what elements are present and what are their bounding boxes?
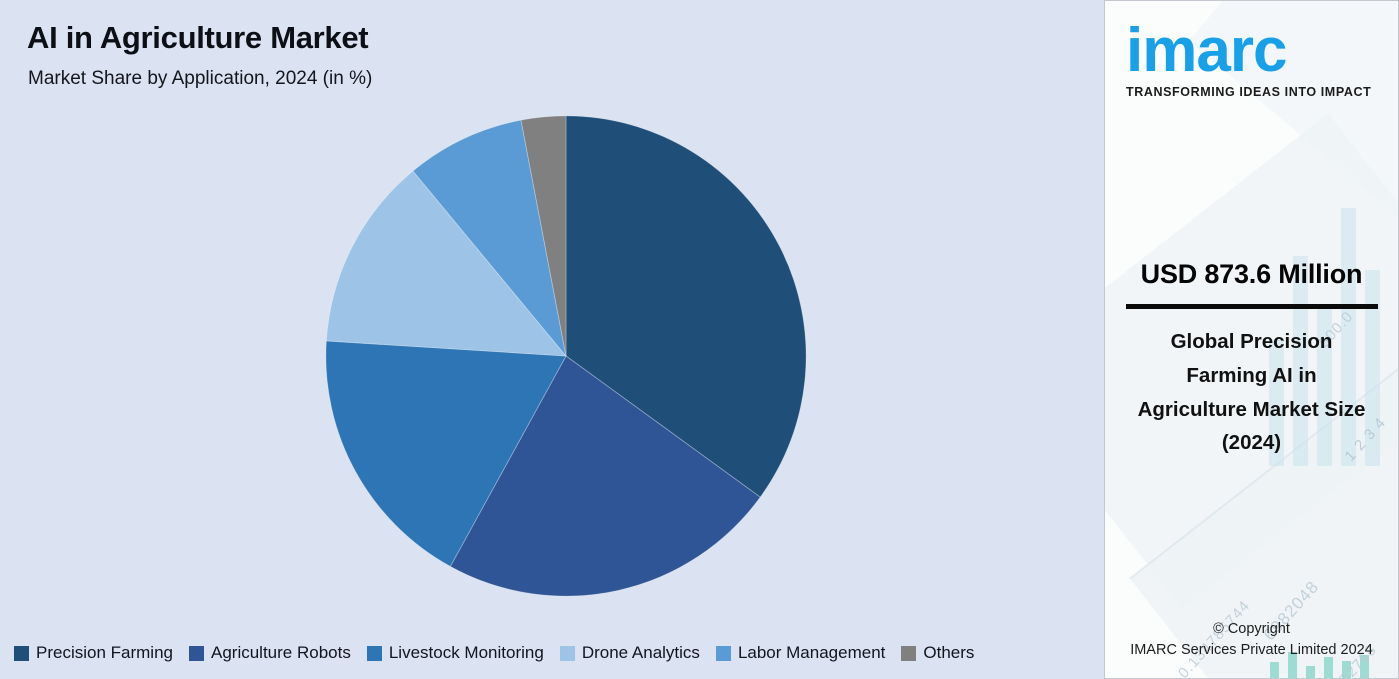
copyright-line2: IMARC Services Private Limited 2024 (1130, 642, 1373, 659)
legend-swatch-icon (366, 645, 382, 661)
pie-slice-drone-analytics (325, 170, 567, 357)
imarc-logo-text: imarc (1126, 16, 1287, 85)
legend-swatch-icon (901, 645, 917, 661)
divider (1125, 304, 1378, 309)
chart-panel: AI in Agriculture Market Market Share by… (0, 0, 1104, 679)
legend-label: Labor Management (737, 643, 886, 662)
imarc-logo: imarc TRANSFORMING IDEAS INTO IMPACT (1126, 9, 1371, 99)
legend-label: Livestock Monitoring (388, 643, 544, 662)
legend-label: Others (923, 643, 975, 662)
page-title: AI in Agriculture Market (27, 20, 369, 55)
pie-slice-livestock-monitoring (325, 340, 567, 567)
legend-label: Precision Farming (36, 643, 173, 662)
legend-item-livestock-monitoring: Livestock Monitoring (366, 643, 544, 663)
legend-swatch-icon (715, 645, 731, 661)
legend-swatch-icon (559, 645, 575, 661)
chart-legend: Precision Farming Agriculture Robots Liv… (14, 643, 974, 663)
pie-slice-labor-management (412, 119, 567, 357)
market-size-block: USD 873.6 Million Global Precision Farmi… (1105, 259, 1398, 460)
logo-tagline: TRANSFORMING IDEAS INTO IMPACT (1126, 84, 1372, 99)
legend-label: Drone Analytics (581, 643, 700, 662)
copyright: © Copyright IMARC Services Private Limit… (1105, 619, 1398, 663)
market-size-year: (2024) (1221, 431, 1282, 455)
legend-item-others: Others (901, 643, 974, 663)
legend-item-agriculture-robots: Agriculture Robots (189, 643, 351, 663)
pie-chart-container (321, 111, 811, 601)
copyright-line1: © Copyright (1213, 620, 1290, 637)
pie-slice-agriculture-robots (449, 355, 761, 597)
market-size-value: USD 873.6 Million (1140, 259, 1363, 289)
legend-item-precision-farming: Precision Farming (14, 643, 173, 663)
pie-chart (325, 115, 807, 597)
pie-slice-others (520, 115, 567, 357)
legend-swatch-icon (14, 645, 29, 661)
legend-swatch-icon (189, 645, 204, 661)
chart-subtitle: Market Share by Application, 2024 (in %) (28, 68, 373, 89)
legend-item-labor-management: Labor Management (715, 643, 886, 663)
brand-panel: 6982048 0.134785744 72768 500.0 1 2 3 4 … (1104, 0, 1399, 679)
market-size-label: Global Precision Farming AI in Agricultu… (1137, 330, 1366, 421)
pie-slice-precision-farming (565, 115, 807, 498)
legend-item-drone-analytics: Drone Analytics (559, 643, 700, 663)
legend-label: Agriculture Robots (211, 643, 351, 662)
